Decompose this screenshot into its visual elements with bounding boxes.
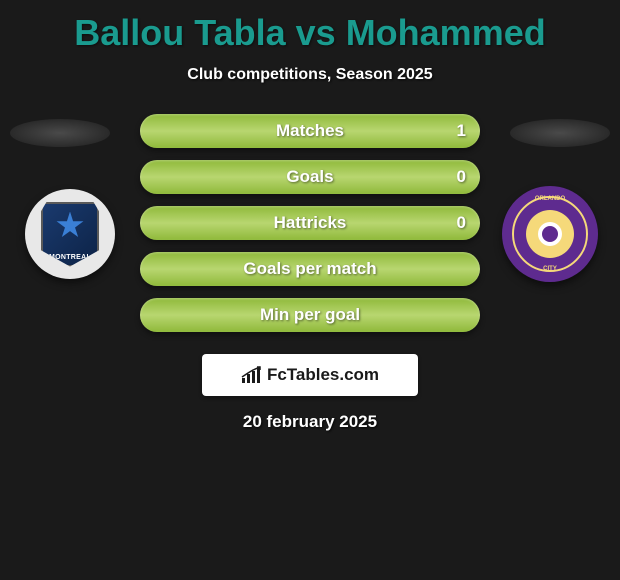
stat-row-matches: Matches 1 (140, 114, 480, 148)
footer-logo-text: FcTables.com (267, 365, 379, 385)
orlando-inner-ring-icon: ORLANDO CITY (512, 196, 588, 272)
stats-container: Matches 1 Goals 0 Hattricks 0 Goals per … (140, 114, 480, 332)
montreal-shield-icon: MONTREAL (41, 202, 99, 267)
comparison-title: Ballou Tabla vs Mohammed (0, 0, 620, 54)
player-avatar-slot-right (510, 119, 610, 147)
stat-value: 0 (457, 213, 466, 233)
stat-value: 0 (457, 167, 466, 187)
montreal-badge-icon: MONTREAL (25, 189, 115, 279)
chart-icon (241, 366, 263, 384)
club-badge-left: MONTREAL (20, 184, 120, 284)
stat-row-min-per-goal: Min per goal (140, 298, 480, 332)
orlando-badge-icon: ORLANDO CITY (502, 186, 598, 282)
stat-value: 1 (457, 121, 466, 141)
footer-date: 20 february 2025 (0, 412, 620, 432)
stat-row-goals-per-match: Goals per match (140, 252, 480, 286)
footer-logo[interactable]: FcTables.com (202, 354, 418, 396)
stat-label: Hattricks (274, 213, 347, 233)
player-avatar-slot-left (10, 119, 110, 147)
orlando-text-bottom: CITY (514, 266, 586, 272)
orlando-lion-icon (526, 210, 574, 258)
stat-label: Matches (276, 121, 344, 141)
montreal-badge-text: MONTREAL (49, 254, 91, 261)
stat-label: Goals per match (243, 259, 376, 279)
stat-label: Goals (286, 167, 333, 187)
stat-row-goals: Goals 0 (140, 160, 480, 194)
content-area: MONTREAL ORLANDO CITY Matches 1 Goals 0 … (0, 114, 620, 432)
comparison-subtitle: Club competitions, Season 2025 (0, 66, 620, 84)
club-badge-right: ORLANDO CITY (500, 184, 600, 284)
orlando-text-top: ORLANDO (514, 196, 586, 202)
stat-row-hattricks: Hattricks 0 (140, 206, 480, 240)
stat-label: Min per goal (260, 305, 360, 325)
